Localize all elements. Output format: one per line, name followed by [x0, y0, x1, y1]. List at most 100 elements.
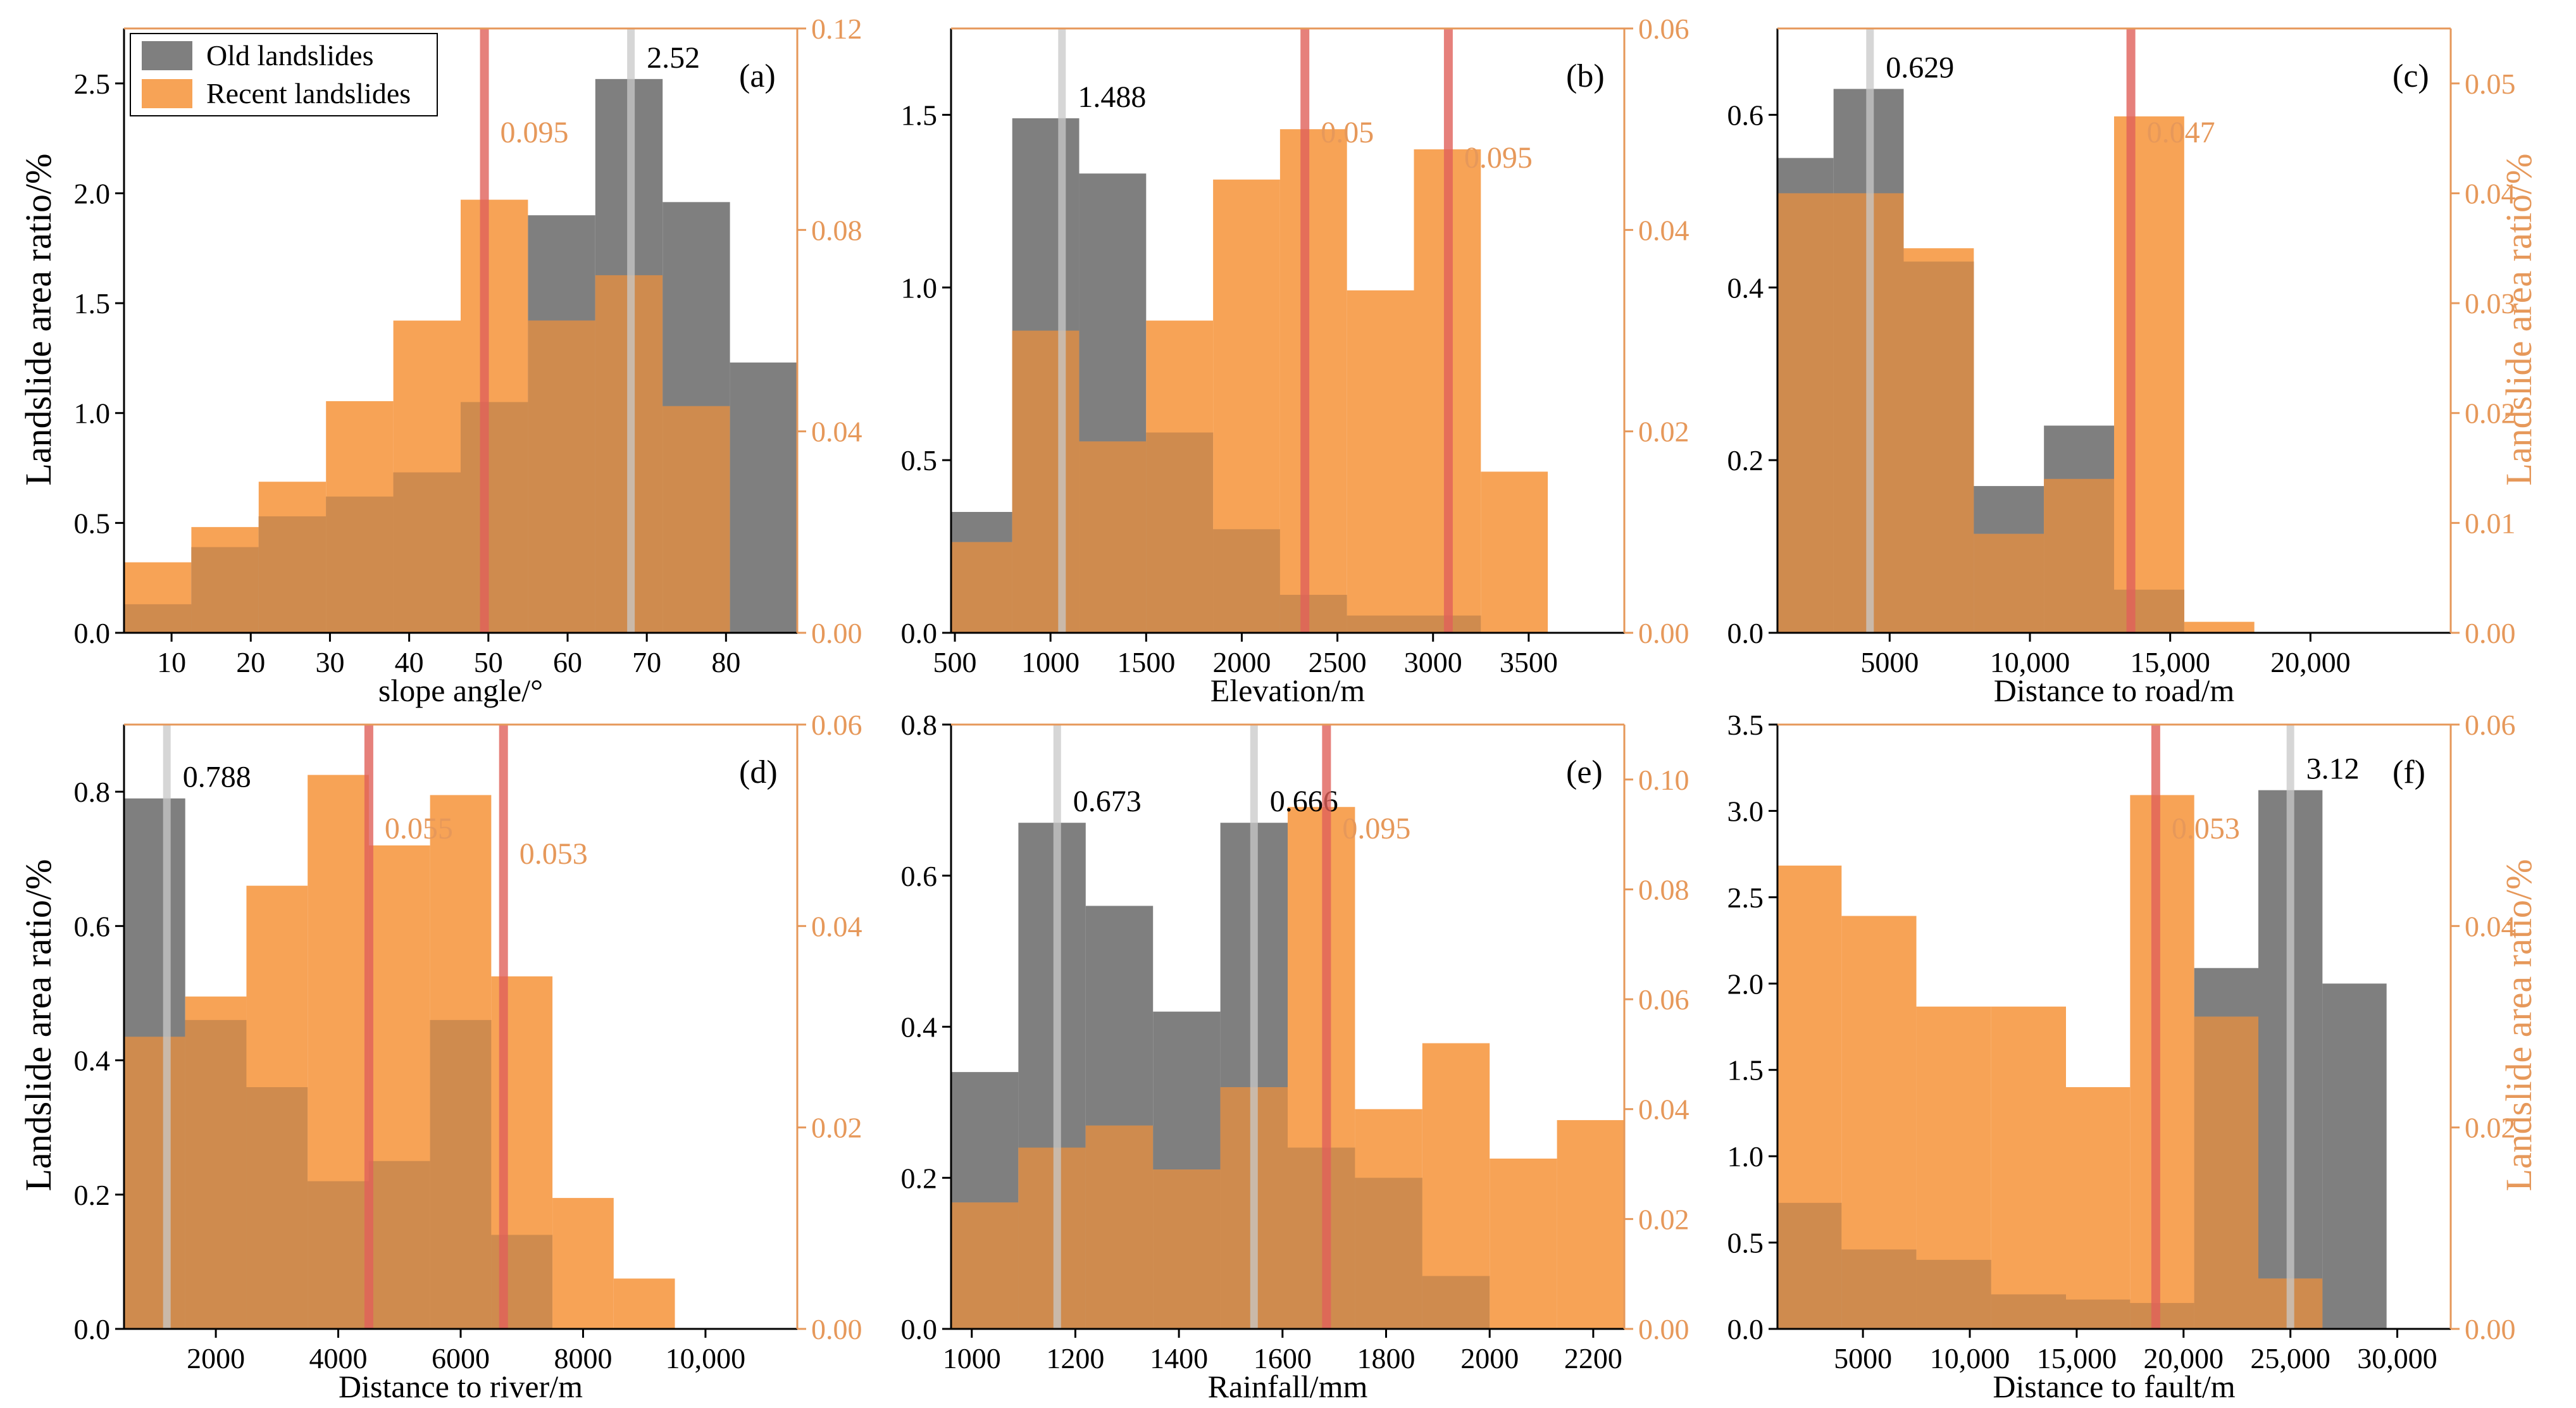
overlap-bar [1288, 1147, 1355, 1329]
x-tick-label: 10 [157, 646, 186, 678]
peak-recent-line [364, 725, 373, 1329]
panel-d: 0.788 0.055 0.053 2000 4000 6000 8000 10,000 Dis… [74, 709, 862, 1404]
recent-bar [2130, 795, 2194, 1329]
peak-recent-label: 0.095 [501, 116, 569, 149]
overlap-bar [951, 542, 1012, 633]
y-tick-label-left: 0.5 [1727, 1227, 1764, 1259]
overlap-bar [326, 496, 394, 633]
overlap-bar [2130, 1303, 2194, 1329]
y-tick-label-left: 1.5 [1727, 1054, 1764, 1087]
x-tick-label: 5000 [1860, 646, 1919, 678]
peak-recent-label: 0.095 [1464, 141, 1533, 175]
peak-old-label: 2.52 [647, 41, 700, 75]
overlap-bar [1777, 1202, 1842, 1329]
overlap-bar [461, 402, 528, 633]
x-tick-label: 1400 [1150, 1342, 1208, 1374]
y-tick-label-left: 0.0 [74, 1313, 111, 1345]
x-tick-label: 10,000 [666, 1342, 746, 1374]
overlap-bar [1279, 594, 1347, 633]
x-tick-label: 1800 [1357, 1342, 1416, 1374]
y-tick-label-left: 0.0 [901, 617, 938, 649]
recent-bar [2066, 1087, 2131, 1329]
overlap-bar [1777, 193, 1834, 633]
recent-bar [613, 1278, 675, 1329]
y-tick-label-left: 0.2 [74, 1179, 111, 1211]
y-tick-label-left: 0.8 [74, 776, 111, 808]
x-tick-label: 10,000 [1990, 646, 2070, 678]
overlap-bar [1146, 432, 1214, 633]
peak-recent-label: 0.05 [1321, 116, 1374, 149]
x-tick-label: 15,000 [2130, 646, 2210, 678]
x-tick-label: 500 [933, 646, 977, 678]
y-tick-label-right: 0.06 [1638, 13, 1689, 45]
overlap-bar [246, 1087, 308, 1329]
y-tick-label-left: 0.0 [901, 1313, 938, 1345]
peak-recent-line [2151, 725, 2160, 1329]
y-tick-label-right: 0.12 [811, 13, 862, 45]
y-tick-label-left: 0.4 [74, 1045, 111, 1077]
legend-old-label: Old landslides [206, 39, 373, 72]
x-tick-label: 70 [632, 646, 661, 678]
y-tick-label-left: 3.5 [1727, 709, 1764, 741]
x-tick-label: 3500 [1500, 646, 1558, 678]
x-tick-label: 50 [474, 646, 503, 678]
y-tick-label-left: 0.2 [1727, 444, 1764, 477]
overlap-bar [1355, 1178, 1422, 1329]
panel-label: (f) [2392, 754, 2425, 790]
panel-b: 1.488 0.05 0.095 500 1000 1500 2000 2500 3000 350… [901, 13, 1689, 708]
y-tick-label-right: 0.00 [2465, 1313, 2516, 1345]
overlap-bar [951, 1202, 1019, 1329]
y-tick-label-right: 0.00 [1638, 617, 1689, 649]
y-tick-label-left: 0.5 [74, 507, 111, 539]
overlap-bar [368, 1161, 430, 1329]
y-tick-label-right: 0.00 [2465, 617, 2516, 649]
x-tick-label: 4000 [309, 1342, 368, 1374]
x-tick-label: 1600 [1254, 1342, 1312, 1374]
x-tick-label: 15,000 [2037, 1342, 2117, 1374]
x-tick-label: 2200 [1564, 1342, 1622, 1374]
y-tick-label-left: 0.6 [74, 910, 111, 942]
y-tick-label-right: 0.02 [1638, 1203, 1689, 1235]
x-tick-label: 30 [315, 646, 344, 678]
y-tick-label-right: 0.02 [1638, 416, 1689, 448]
overlap-bar [1213, 529, 1280, 633]
peak-old-line [2286, 725, 2294, 1329]
y-tick-label-left: 0.4 [1727, 271, 1764, 304]
peak-old-line [1053, 725, 1061, 1329]
peak-recent-label: 0.095 [1342, 812, 1410, 845]
overlap-bar [1085, 1125, 1154, 1329]
y-tick-label-left: 2.5 [1727, 882, 1764, 914]
x-tick-label: 3000 [1404, 646, 1462, 678]
x-tick-label: 2000 [1212, 646, 1271, 678]
legend: Old landslides Recent landslides [130, 33, 438, 116]
overlap-bar [1347, 615, 1414, 633]
overlap-bar [1079, 441, 1147, 633]
y-tick-label-right: 0.04 [811, 910, 862, 942]
peak-recent-label: 0.047 [2147, 116, 2215, 149]
x-tick-label: 5000 [1834, 1342, 1892, 1374]
peak-old-label: 0.629 [1886, 51, 1954, 85]
x-axis-label: Distance to road/m [1994, 673, 2235, 708]
panel-f: 3.12 0.053 5000 10,000 15,000 20,000 25,000 30,… [1727, 709, 2516, 1404]
peak-old-label: 0.788 [183, 761, 251, 794]
overlap-bar [258, 516, 327, 633]
y-tick-label-right: 0.03 [2465, 287, 2516, 320]
panel-c: 0.629 0.047 5000 10,000 15,000 20,000 Distance… [1727, 27, 2516, 708]
overlap-bar [2194, 1016, 2258, 1329]
overlap-bar [191, 547, 259, 633]
x-tick-label: 20 [236, 646, 265, 678]
peak-recent-line [480, 28, 489, 633]
recent-bar [1557, 1120, 1624, 1329]
y-tick-label-right: 0.06 [811, 709, 862, 741]
overlap-bar [1903, 261, 1974, 633]
y-tick-label-right: 0.04 [2465, 177, 2516, 209]
overlap-bar [1974, 533, 2044, 633]
legend-recent-swatch [142, 79, 192, 108]
peak-old-label: 3.12 [2306, 752, 2360, 786]
peak-recent-line [1322, 725, 1331, 1329]
x-tick-label: 10,000 [1930, 1342, 2010, 1374]
overlap-bar [430, 1019, 492, 1329]
peak-recent-line [1300, 28, 1310, 633]
